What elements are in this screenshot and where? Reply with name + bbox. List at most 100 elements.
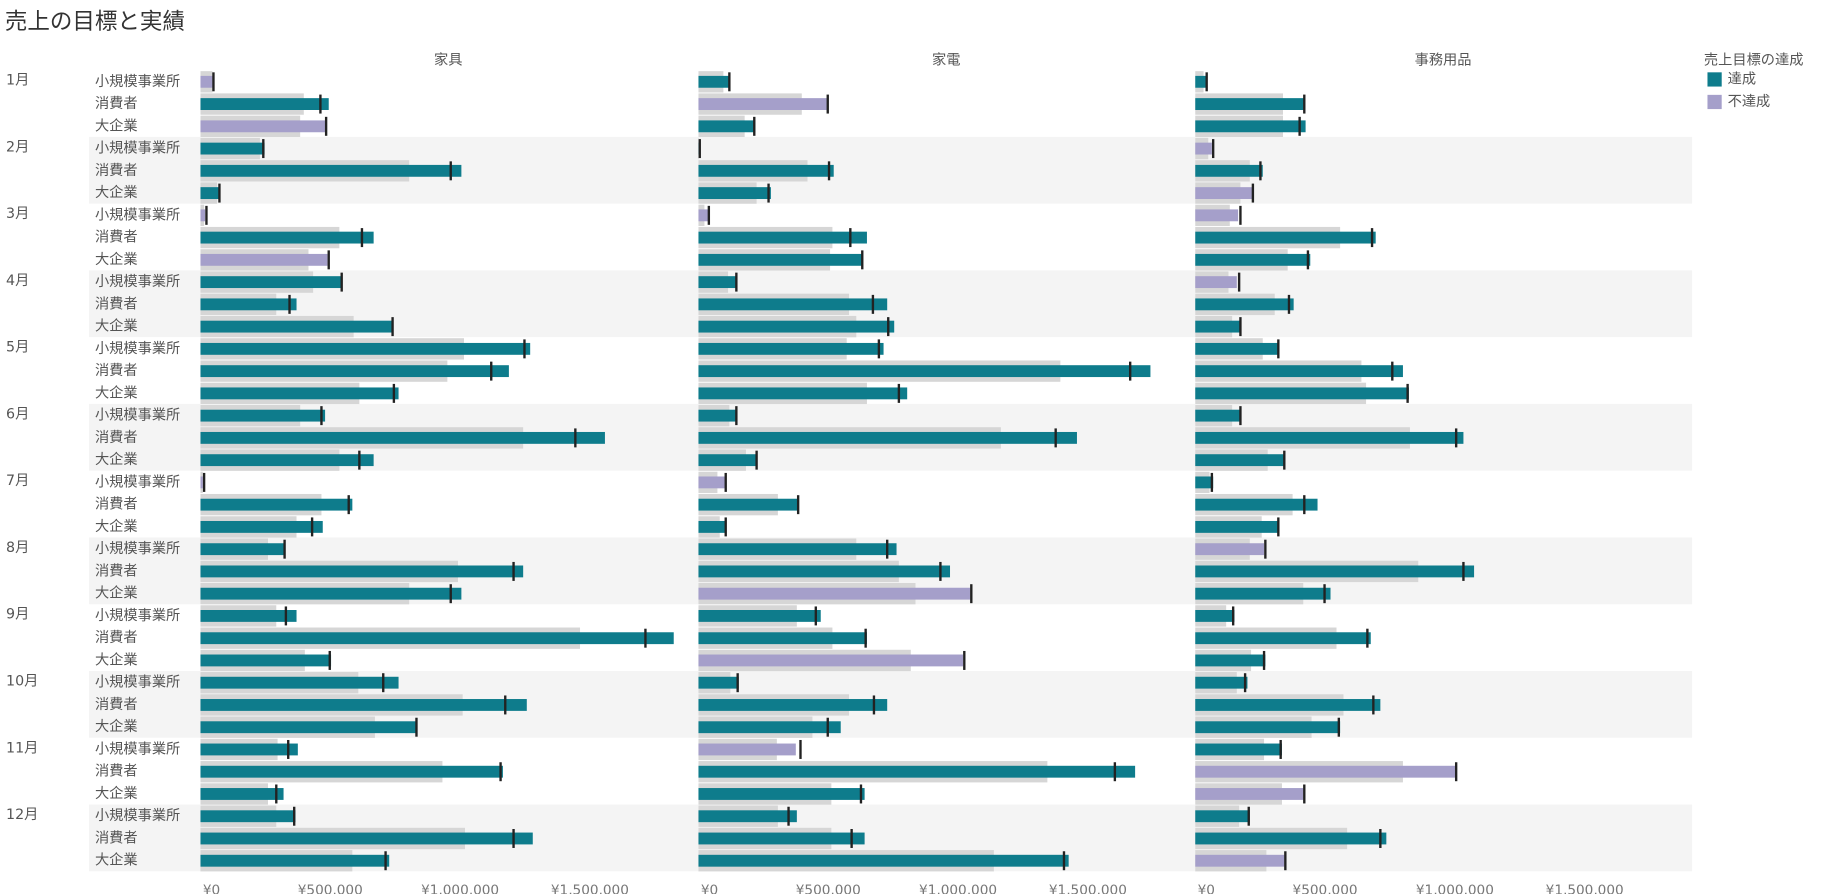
segment-label: 小規模事業所 bbox=[95, 340, 180, 357]
target-mark bbox=[1277, 517, 1280, 537]
actual-bar bbox=[698, 743, 796, 756]
actual-bar bbox=[698, 699, 888, 711]
actual-bar bbox=[698, 610, 821, 622]
target-mark bbox=[735, 272, 738, 292]
segment-label: 大企業 bbox=[95, 785, 138, 802]
actual-bar bbox=[698, 454, 757, 467]
segment-label: 消費者 bbox=[95, 229, 138, 246]
actual-bar bbox=[200, 387, 399, 400]
segment-label: 大企業 bbox=[95, 518, 138, 535]
target-mark bbox=[735, 406, 738, 426]
actual-bar bbox=[698, 164, 834, 177]
target-mark bbox=[1243, 673, 1247, 693]
actual-bar bbox=[1195, 142, 1212, 155]
actual-bar bbox=[1195, 298, 1294, 311]
actual-bar bbox=[698, 231, 867, 244]
target-mark bbox=[939, 561, 942, 581]
target-mark bbox=[327, 250, 330, 270]
target-mark bbox=[320, 406, 323, 426]
target-mark bbox=[574, 428, 577, 448]
actual-bar bbox=[698, 476, 725, 489]
target-mark bbox=[324, 116, 328, 136]
actual-bar bbox=[698, 587, 971, 600]
segment-label: 消費者 bbox=[95, 95, 138, 112]
target-mark bbox=[826, 717, 829, 737]
legend-label: 不達成 bbox=[1728, 93, 1771, 110]
month-label: 3月 bbox=[6, 206, 29, 222]
target-mark bbox=[1379, 829, 1382, 848]
actual-bar bbox=[200, 320, 393, 333]
target-mark bbox=[358, 450, 361, 470]
target-mark bbox=[877, 339, 881, 359]
target-mark bbox=[512, 561, 515, 581]
legend-label: 達成 bbox=[1728, 70, 1756, 87]
actual-bar bbox=[698, 120, 756, 133]
x-tick-label: ¥500,000 bbox=[1293, 882, 1358, 894]
segment-label: 大企業 bbox=[95, 251, 138, 268]
actual-bar bbox=[698, 75, 730, 88]
actual-bar bbox=[1195, 676, 1248, 689]
target-mark bbox=[707, 205, 711, 225]
actual-bar bbox=[1195, 187, 1253, 200]
segment-label: 小規模事業所 bbox=[95, 674, 180, 691]
x-tick-label: ¥500,000 bbox=[796, 882, 861, 894]
target-mark bbox=[1303, 784, 1306, 804]
actual-bar bbox=[200, 365, 509, 378]
target-mark bbox=[392, 383, 396, 403]
month-label: 1月 bbox=[6, 73, 29, 89]
actual-bar bbox=[1195, 120, 1306, 133]
legend-swatch bbox=[1707, 72, 1722, 87]
actual-bar bbox=[200, 431, 605, 444]
x-tick-label: ¥1,500,000 bbox=[1546, 882, 1624, 894]
month-label: 2月 bbox=[6, 139, 29, 155]
target-mark bbox=[1391, 361, 1394, 381]
actual-bar bbox=[200, 476, 203, 489]
actual-bar bbox=[1195, 98, 1305, 110]
target-mark bbox=[340, 272, 343, 292]
month-label: 12月 bbox=[6, 807, 38, 823]
target-mark bbox=[864, 628, 867, 648]
target-mark bbox=[814, 606, 817, 626]
target-mark bbox=[859, 784, 863, 804]
target-mark bbox=[1062, 851, 1066, 871]
target-mark bbox=[871, 294, 875, 314]
actual-bar bbox=[698, 520, 726, 533]
actual-bar bbox=[200, 543, 285, 556]
target-mark bbox=[796, 495, 800, 515]
target-mark bbox=[1247, 806, 1250, 826]
actual-bar bbox=[200, 231, 374, 244]
actual-bar bbox=[200, 565, 524, 578]
target-mark bbox=[1251, 183, 1255, 203]
target-mark bbox=[753, 116, 756, 136]
target-mark bbox=[826, 94, 829, 114]
segment-label: 大企業 bbox=[95, 384, 138, 401]
actual-bar bbox=[698, 498, 799, 511]
target-mark bbox=[1337, 717, 1341, 737]
target-mark bbox=[755, 450, 758, 470]
target-mark bbox=[644, 628, 647, 648]
actual-bar bbox=[698, 565, 951, 578]
actual-bar bbox=[698, 654, 963, 667]
actual-bar bbox=[200, 587, 462, 600]
panel-header: 家電 bbox=[932, 51, 960, 68]
chart-title: 売上の目標と実績 bbox=[5, 9, 185, 35]
actual-bar bbox=[200, 632, 674, 645]
actual-bar bbox=[200, 209, 206, 222]
actual-bar bbox=[200, 832, 533, 845]
segment-label: 消費者 bbox=[95, 629, 138, 646]
segment-label: 消費者 bbox=[95, 429, 138, 446]
target-mark bbox=[724, 472, 727, 492]
target-mark bbox=[787, 806, 790, 826]
actual-bar bbox=[200, 342, 531, 355]
segment-label: 小規模事業所 bbox=[95, 807, 180, 824]
actual-bar bbox=[1195, 276, 1237, 289]
month-label: 6月 bbox=[6, 406, 29, 422]
segment-label: 小規模事業所 bbox=[95, 206, 180, 223]
target-mark bbox=[1211, 139, 1215, 159]
month-label: 9月 bbox=[6, 607, 29, 623]
actual-bar bbox=[698, 431, 1077, 444]
target-mark bbox=[724, 517, 727, 537]
actual-bar bbox=[200, 520, 323, 533]
actual-bar bbox=[1195, 75, 1208, 88]
